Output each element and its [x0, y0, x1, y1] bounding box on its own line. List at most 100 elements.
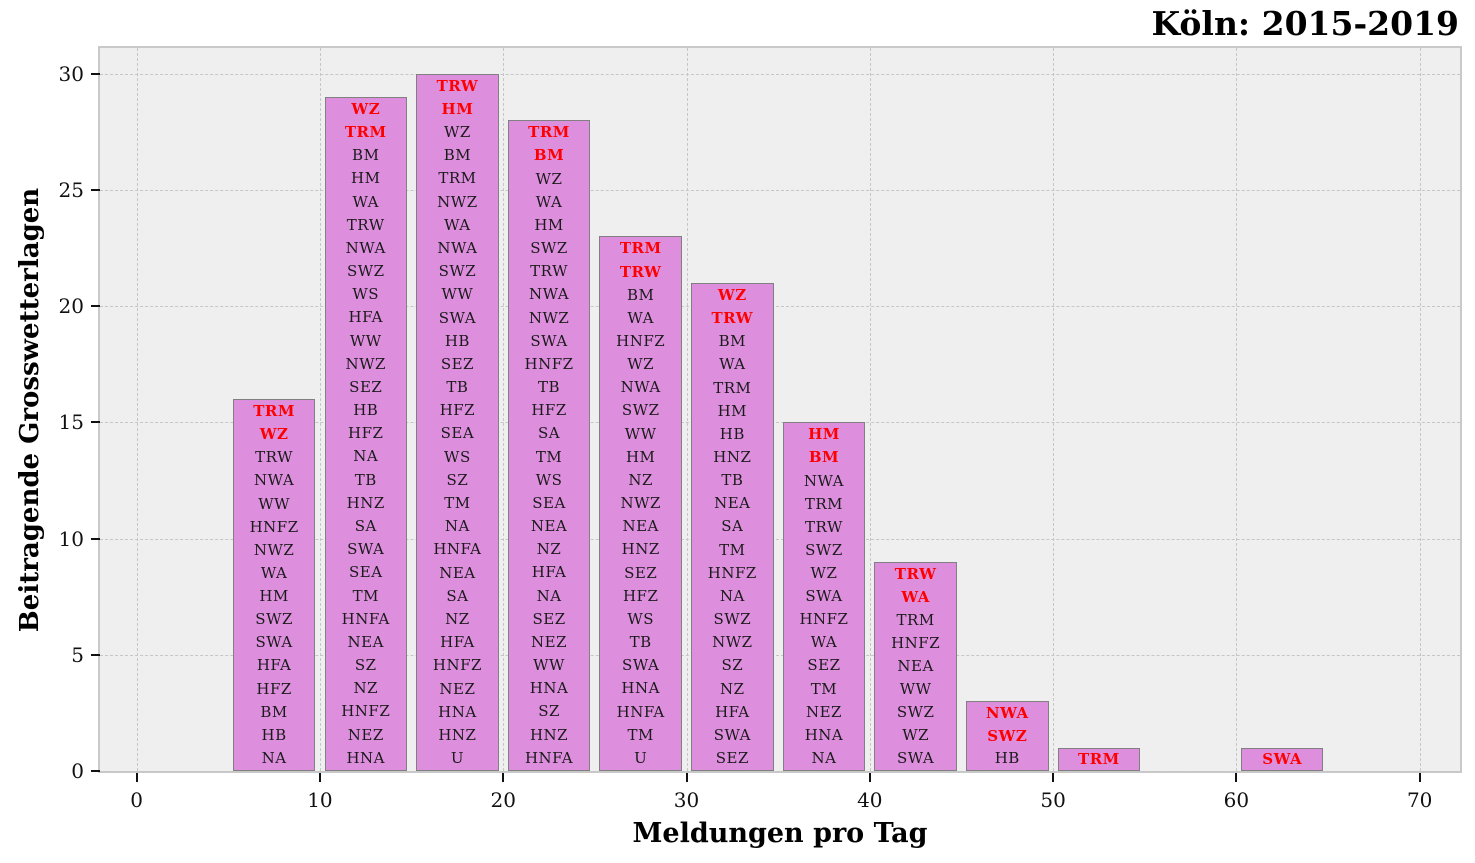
- y-tick-mark: [91, 770, 100, 772]
- bar-label: BM: [260, 702, 288, 721]
- x-tick-label: 0: [130, 788, 144, 812]
- bar-label: HFZ: [439, 401, 476, 420]
- bar-label: WW: [349, 331, 382, 350]
- bar-label: SEZ: [807, 656, 841, 675]
- bar-label: WW: [899, 679, 932, 698]
- grid-line-y: [100, 306, 1460, 308]
- bar-label: SA: [537, 424, 561, 443]
- bar-label: SEA: [440, 424, 475, 443]
- bar-label: WS: [627, 609, 655, 628]
- bar-label: HFZ: [531, 401, 567, 420]
- bar-label: HNA: [621, 679, 660, 698]
- bar-label: TB: [721, 471, 744, 490]
- bar: TRM BM WZ WA HM SWZ TRW NWA NWZ SWA HNFZ TB HFZ SA TM W…: [507, 120, 591, 771]
- bar-label: SEZ: [715, 749, 749, 768]
- x-tick-label: 70: [1406, 788, 1433, 812]
- bar-label: HM: [717, 401, 748, 420]
- bar-label: HNFA: [616, 702, 665, 721]
- y-tick-label: 30: [58, 61, 84, 86]
- bar-label: NA: [444, 517, 470, 536]
- bar-label: HNZ: [529, 725, 569, 744]
- grid-line-x: [319, 48, 321, 771]
- bar-label: SWA: [896, 749, 935, 768]
- y-tick-mark: [91, 537, 100, 540]
- bar-label: BM: [808, 448, 840, 467]
- bar-label: SWZ: [805, 540, 843, 559]
- bar-label: SEZ: [349, 377, 383, 396]
- bar-label: TRM: [804, 494, 844, 513]
- plot-area: TRM WZ TRW NWA WW HNFZ NWZ WA HM SWZ SWA HFA HFZ BM HB…: [59, 46, 1462, 812]
- x-tick-mark: [318, 773, 321, 782]
- bar-label: WA: [352, 192, 379, 211]
- bar-label: TRM: [438, 169, 477, 188]
- bar-label: WW: [624, 424, 657, 443]
- x-tick-label: 50: [1040, 788, 1066, 812]
- bar-label: TM: [444, 494, 471, 513]
- bar-label: TRM: [619, 239, 662, 258]
- grid-line-x: [1053, 48, 1055, 771]
- bar-label: HNFA: [341, 609, 390, 628]
- bar-label: HM: [351, 169, 381, 188]
- bar-label: TB: [629, 633, 652, 652]
- x-tick-mark: [135, 773, 138, 782]
- bar-label: TRM: [528, 123, 570, 142]
- bar-label: NWZ: [528, 308, 570, 327]
- bar-label: NWZ: [620, 494, 661, 513]
- bar-label: NEZ: [347, 725, 384, 744]
- bar-label: WA: [260, 563, 288, 582]
- bar-label: SWZ: [530, 239, 568, 258]
- grid-line-x: [686, 48, 688, 771]
- x-tick-label: 10: [307, 788, 333, 812]
- bar-label: U: [634, 748, 648, 767]
- bar-label: NWA: [620, 378, 661, 397]
- bar-label: TRW: [530, 262, 568, 281]
- bar-label: HNFZ: [249, 517, 299, 536]
- bar-label: SWA: [530, 331, 568, 350]
- bar-label: BM: [443, 146, 472, 165]
- y-tick-label: 5: [71, 642, 84, 667]
- bar-label: SWA: [347, 540, 385, 559]
- bar-label: HB: [353, 401, 379, 420]
- bar-label: TRW: [255, 448, 294, 467]
- bar-label: NWA: [528, 285, 570, 304]
- bar-label: TRM: [896, 610, 935, 629]
- bar-label: HNFZ: [432, 656, 482, 675]
- bar-label: HNA: [438, 702, 477, 721]
- bar-label: BM: [352, 146, 380, 165]
- bar-label: HFZ: [348, 424, 384, 443]
- bar-label: WA: [719, 355, 746, 374]
- bar-label: NZ: [536, 540, 562, 559]
- y-tick-mark: [91, 653, 100, 656]
- bar-label: TRW: [711, 309, 754, 328]
- bar-label: NWZ: [253, 540, 295, 559]
- bar-label: WA: [810, 633, 838, 652]
- bar-label: HNFZ: [524, 354, 574, 373]
- bar-label: SWZ: [621, 401, 660, 420]
- bar-label: HNZ: [621, 540, 660, 559]
- bar-label: HM: [808, 425, 840, 444]
- grid-line-y: [100, 654, 1460, 656]
- bar-label: HNFZ: [341, 702, 391, 721]
- bar-label: WA: [627, 308, 654, 327]
- bar-label: NA: [353, 447, 379, 466]
- bar-label: HB: [444, 331, 470, 350]
- bar-label: TRM: [713, 378, 752, 397]
- bar-label: NWA: [254, 471, 295, 490]
- y-tick-mark: [91, 72, 100, 75]
- bar-label: HNFZ: [799, 610, 849, 629]
- bar-label: TRW: [436, 76, 479, 95]
- bar-label: SZ: [354, 656, 377, 675]
- bar-label: WZ: [443, 123, 471, 142]
- bar-label: SEA: [532, 493, 566, 512]
- x-tick-label: 60: [1223, 788, 1250, 812]
- bar-label: NEA: [622, 517, 659, 536]
- bar-label: WZ: [627, 355, 655, 374]
- bar-label: NWZ: [437, 192, 478, 211]
- y-tick-label: 25: [58, 177, 84, 202]
- x-tick-label: 30: [673, 788, 700, 812]
- bar-label: NWA: [803, 471, 845, 490]
- bar-label: WS: [352, 285, 380, 304]
- bar-label: HFA: [440, 633, 475, 652]
- bar-label: SWZ: [438, 262, 477, 281]
- bar-label: TM: [627, 725, 654, 744]
